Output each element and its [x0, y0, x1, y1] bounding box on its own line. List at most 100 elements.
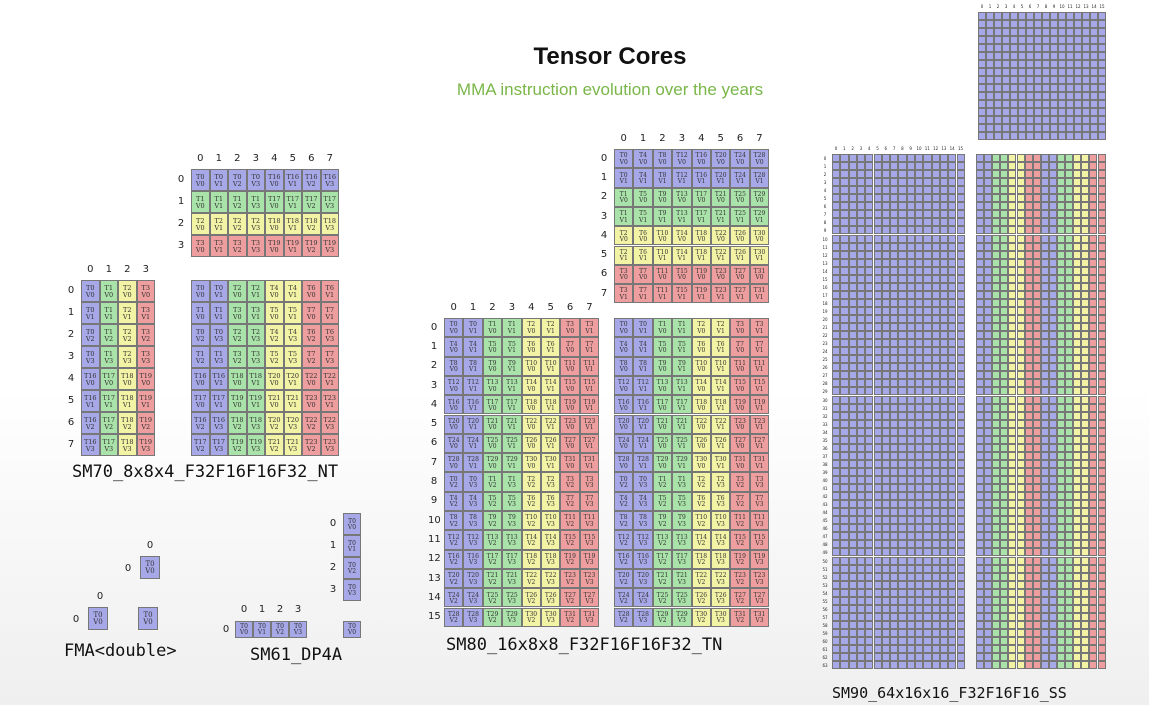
- sm90-a-cell: [865, 637, 874, 646]
- sm70-b-cell-col-index: 4: [271, 153, 278, 164]
- sm90-c-cell: [1000, 596, 1009, 605]
- sm90-a-cell: [931, 572, 940, 581]
- sm90-c-cell: [1048, 387, 1057, 396]
- sm90-a-cell: [956, 564, 965, 573]
- sm90-b-cell: [1018, 52, 1026, 60]
- sm70-a-cell: T18 V1: [118, 390, 137, 412]
- sm90-a-cell: [931, 274, 940, 283]
- sm90-c-cell: [1048, 250, 1057, 259]
- sm70-b-cell-row-index: 3: [177, 240, 185, 251]
- sm80-b-cell: T22 V1: [711, 245, 731, 265]
- sm80-c-cell: T12 V0: [614, 375, 634, 396]
- sm90-c-cell: [1040, 162, 1049, 171]
- sm80-c-cell: T22 V0: [691, 414, 711, 434]
- sm90-a-cell: [890, 387, 899, 396]
- sm90-a-cell: [840, 572, 849, 581]
- sm90-a-cell: [890, 451, 899, 460]
- sm90-c-cell: [1000, 500, 1009, 509]
- sm90-b-cell: [978, 76, 986, 84]
- sm90-b-cell: [1074, 12, 1082, 20]
- sm90-c-cell: [1032, 620, 1041, 629]
- sm90-c-cell: [984, 620, 993, 629]
- sm90-a-cell: [939, 306, 949, 315]
- sm90-c-cell: [976, 347, 985, 356]
- sm90-b-cell: [1082, 100, 1090, 108]
- sm90-a-cell: [848, 355, 857, 364]
- sm80-c-cell: T2 V0: [691, 318, 711, 338]
- sm90-a-cell: [931, 532, 940, 541]
- sm90-b-cell: [1074, 100, 1082, 108]
- sm90-b-cell: [1050, 124, 1058, 132]
- sm90-a-cell: [890, 323, 899, 332]
- sm80-a-cell: T18 V0: [521, 395, 541, 415]
- sm90-a-cell: [923, 419, 932, 428]
- sm90-c-cell: [1016, 162, 1025, 171]
- sm90-a-cell: [848, 154, 857, 163]
- sm70-c-cell: T20 V2: [265, 412, 284, 434]
- sm90-a-cell: [832, 467, 841, 476]
- sm90-b-cell: [978, 116, 986, 124]
- sm70-c-cell: T19 V2: [228, 434, 247, 456]
- sm90-c-cell: [1081, 661, 1090, 670]
- sm90-a-cell: [906, 194, 915, 203]
- sm90-b-cell: [1090, 60, 1098, 68]
- sm90-a-cell: [881, 580, 891, 589]
- sm90-a-cell: [939, 476, 949, 485]
- sm90-c-cell: [992, 339, 1001, 348]
- sm80-a-cell-col-index: 1: [469, 302, 477, 313]
- sm90-c-cell: [992, 532, 1001, 541]
- sm90-c-cell: [1073, 524, 1082, 533]
- sm90-a-cell: [881, 323, 891, 332]
- sm90-c-cell: [1097, 604, 1106, 613]
- sm70-b-cell-row-index: 2: [177, 218, 185, 229]
- sm90-a-cell: [915, 435, 924, 444]
- sm90-a-cell: [956, 612, 965, 621]
- sm90-c-cell: [1048, 588, 1057, 597]
- sm70-a-cell-row-index: 1: [67, 307, 75, 318]
- sm90-a-cell: [906, 363, 915, 372]
- sm90-c-cell: [1040, 604, 1049, 613]
- sm90-a-cell: [865, 427, 874, 436]
- sm90-c-cell: [1008, 298, 1017, 307]
- sm80-c-cell: T4 V1: [633, 337, 653, 357]
- sm90-a-cell: [931, 524, 940, 533]
- sm80-c-cell: T24 V1: [633, 433, 653, 454]
- sm90-a-cell: [873, 435, 882, 444]
- sm70-c-cell: T1 V0: [191, 302, 210, 324]
- sm90-b-cell: [1034, 68, 1042, 76]
- sm90-a-cell: [881, 266, 891, 275]
- sm90-c-cell: [1024, 306, 1033, 315]
- sm90-c-cell: [992, 379, 1001, 388]
- sm90-c-cell: [1057, 540, 1066, 549]
- sm90-c-cell: [1000, 210, 1009, 219]
- sm80-a-cell-row-index: 13: [428, 572, 441, 584]
- sm90-c-cell: [1089, 323, 1098, 332]
- sm90-c-cell: [992, 194, 1001, 203]
- sm90-c-cell: [1073, 387, 1082, 396]
- sm90-c-cell: [1008, 258, 1017, 267]
- sm90-a-cell: [915, 645, 924, 654]
- sm90-c-cell: [1016, 379, 1025, 388]
- sm90-c-cell: [984, 516, 993, 525]
- sm90-c-cell: [1032, 186, 1041, 195]
- sm90-c-cell: [1024, 298, 1033, 307]
- sm90-c-cell: [1065, 427, 1074, 436]
- sm90-a-cell: [898, 427, 907, 436]
- sm70-c-cell: T19 V0: [228, 390, 247, 412]
- sm90-a-cell: [890, 258, 899, 267]
- sm90-a-cell: [939, 154, 949, 163]
- sm90-c-cell: [1089, 516, 1098, 525]
- sm90-a-cell: [948, 234, 957, 243]
- sm90-b-cell: [1066, 116, 1074, 124]
- sm90-b-cell: [1074, 20, 1082, 28]
- sm90-c-cell: [1000, 331, 1009, 340]
- sm90-b-cell: [1034, 124, 1042, 132]
- sm90-c-cell: [1016, 484, 1025, 493]
- sm90-a-cell: [881, 387, 891, 396]
- sm90-c-cell: [1065, 620, 1074, 629]
- sm90-c-cell: [1081, 637, 1090, 646]
- sm80-c-cell: T12 V1: [633, 375, 653, 396]
- sm90-c-cell: [984, 484, 993, 493]
- sm90-a-cell: [923, 154, 932, 163]
- sm80-c-cell: T22 V2: [691, 568, 711, 589]
